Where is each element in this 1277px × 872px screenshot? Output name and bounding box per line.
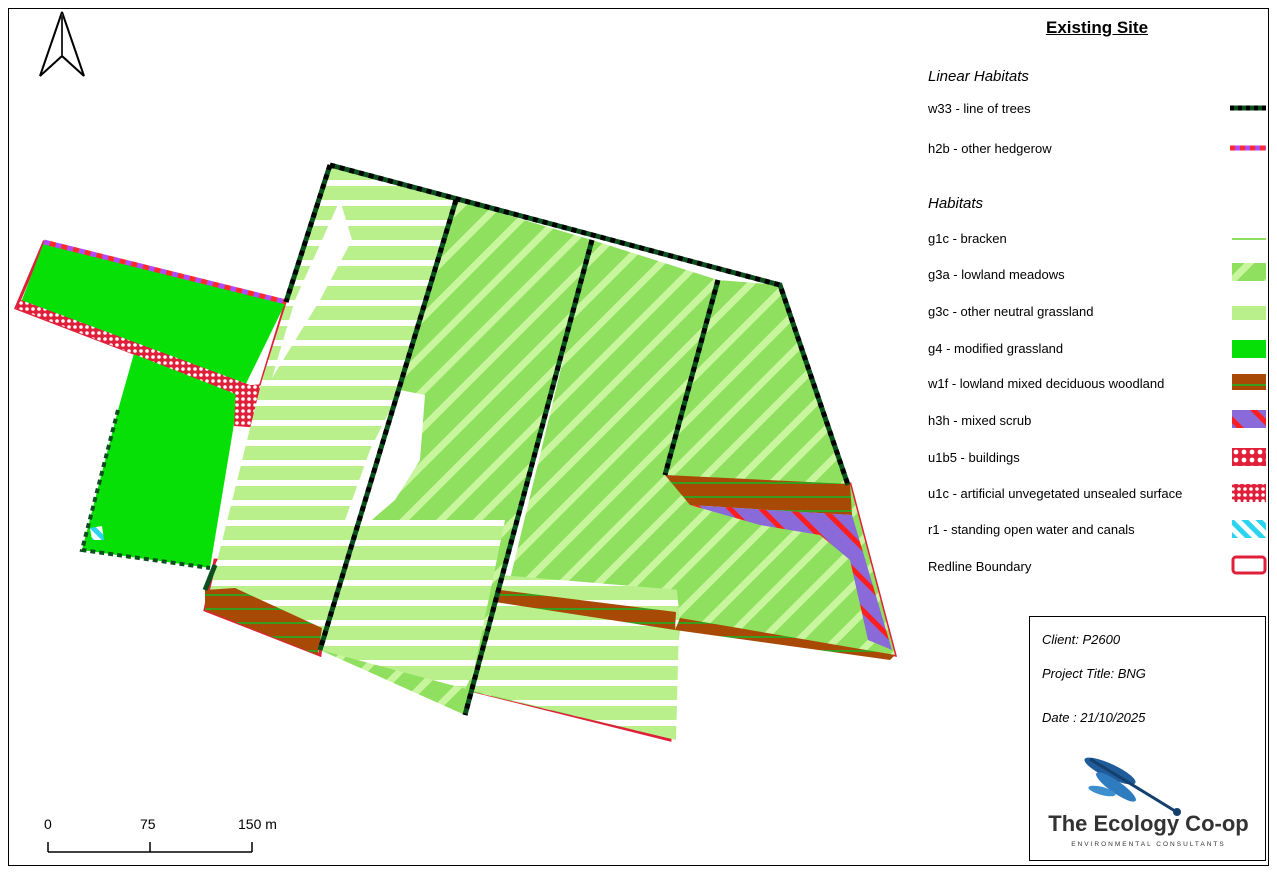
legend-symbol-redline — [1231, 555, 1267, 575]
field-west — [16, 239, 287, 570]
north-arrow-icon — [39, 11, 85, 77]
legend-linear-heading: Linear Habitats — [928, 68, 1029, 85]
legend-label-unsealed: u1c - artificial unvegetated unsealed su… — [928, 486, 1183, 501]
legend-label-meadow: g3a - lowland meadows — [928, 267, 1065, 282]
legend-label-modified: g4 - modified grassland — [928, 341, 1064, 356]
legend-label-water: r1 - standing open water and canals — [928, 522, 1135, 537]
legend-symbol-unsealed — [1232, 484, 1266, 502]
project-title-label: Project Title: BNG — [1042, 666, 1146, 681]
legend-symbol-woodland — [1232, 374, 1266, 390]
legend-label-neutral: g3c - other neutral grassland — [928, 304, 1094, 319]
map-frame — [8, 8, 1269, 866]
company-logo-subtitle: ENVIRONMENTAL CONSULTANTS — [1071, 841, 1226, 848]
legend-symbol-neutral — [1232, 302, 1266, 320]
dragonfly-icon — [1084, 757, 1181, 816]
scale-label-150: 150 m — [238, 816, 277, 832]
legend-symbol-modified — [1232, 340, 1266, 358]
legend-label-woodland: w1f - lowland mixed deciduous woodland — [928, 376, 1165, 391]
legend-label-redline: Redline Boundary — [928, 559, 1032, 574]
legend-symbol-meadow — [1232, 263, 1266, 281]
legend-label-hedgerow: h2b - other hedgerow — [928, 141, 1052, 156]
client-label: Client: P2600 — [1042, 632, 1121, 647]
map-title: Existing Site — [1046, 18, 1149, 37]
scale-label-75: 75 — [140, 816, 156, 832]
legend-label-line-trees: w33 - line of trees — [928, 101, 1031, 116]
field-d — [665, 280, 895, 660]
legend-label-scrub: h3h - mixed scrub — [928, 413, 1032, 428]
company-logo-name: The Ecology Co-op — [1048, 811, 1249, 836]
scale-bar — [47, 842, 253, 853]
legend-symbols — [1230, 105, 1267, 575]
legend-symbol-buildings — [1232, 448, 1266, 466]
legend-symbol-scrub — [1232, 410, 1266, 428]
field-a — [205, 165, 456, 655]
legend-label-bracken: g1c - bracken — [928, 231, 1007, 246]
tree-lines — [202, 162, 851, 716]
field-c — [465, 240, 718, 740]
project-info-box: Client: P2600 Project Title: BNG Date : … — [1029, 616, 1266, 861]
scale-label-0: 0 — [44, 816, 52, 832]
date-label: Date : 21/10/2025 — [1042, 710, 1146, 725]
legend-habitat-heading: Habitats — [928, 195, 984, 212]
legend-symbol-water — [1232, 520, 1266, 538]
legend-label-buildings: u1b5 - buildings — [928, 450, 1020, 465]
